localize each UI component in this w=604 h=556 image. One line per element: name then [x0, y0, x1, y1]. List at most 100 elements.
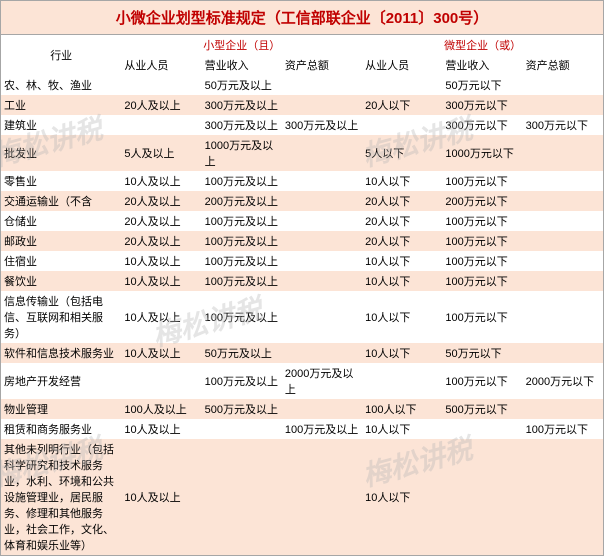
cell-value: 100万元以下 — [442, 171, 522, 191]
cell-value: 100万元及以上 — [202, 231, 282, 251]
cell-value: 300万元及以上 — [202, 95, 282, 115]
table-body: 农、林、牧、渔业50万元及以上50万元以下工业20人及以上300万元及以上20人… — [1, 75, 603, 555]
cell-value: 200万元及以上 — [202, 191, 282, 211]
cell-value: 100万元以下 — [442, 291, 522, 343]
cell-value — [121, 75, 201, 95]
table-row: 物业管理100人及以上500万元及以上 100人以下500万元以下 — [1, 399, 603, 419]
cell-industry: 物业管理 — [1, 399, 121, 419]
cell-value: 20人以下 — [362, 191, 442, 211]
cell-value: 100万元及以上 — [202, 291, 282, 343]
cell-value: 500万元以下 — [442, 399, 522, 419]
table-row: 信息传输业（包括电信、互联网和相关服务）10人及以上100万元及以上10人以下1… — [1, 291, 603, 343]
cell-value — [202, 439, 282, 555]
cell-value: 5人以下 — [362, 135, 442, 171]
cell-value: 20人及以上 — [121, 231, 201, 251]
cell-industry: 零售业 — [1, 171, 121, 191]
cell-value: 100万元以下 — [523, 419, 603, 439]
cell-value: 10人及以上 — [121, 439, 201, 555]
cell-value — [523, 135, 603, 171]
cell-industry: 房地产开发经营 — [1, 363, 121, 399]
table-row: 餐饮业10人及以上100万元及以上10人以下100万元以下 — [1, 271, 603, 291]
table-row: 批发业5人及以上1000万元及以上5人以下1000万元以下 — [1, 135, 603, 171]
header-sub: 营业收入 — [442, 55, 522, 75]
cell-value — [523, 191, 603, 211]
cell-value — [523, 231, 603, 251]
cell-value: 10人及以上 — [121, 271, 201, 291]
cell-value — [362, 363, 442, 399]
header-sub: 营业收入 — [202, 55, 282, 75]
cell-industry: 软件和信息技术服务业 — [1, 343, 121, 363]
cell-industry: 批发业 — [1, 135, 121, 171]
cell-value: 10人及以上 — [121, 251, 201, 271]
cell-value: 5人及以上 — [121, 135, 201, 171]
cell-value — [282, 191, 362, 211]
cell-value — [523, 75, 603, 95]
cell-value: 100人及以上 — [121, 399, 201, 419]
cell-value — [282, 211, 362, 231]
cell-value — [202, 419, 282, 439]
cell-value: 300万元以下 — [442, 95, 522, 115]
table-row: 房地产开发经营100万元及以上2000万元及以上100万元以下2000万元以下 — [1, 363, 603, 399]
cell-value: 2000万元以下 — [523, 363, 603, 399]
cell-value: 10人以下 — [362, 439, 442, 555]
cell-value: 100万元以下 — [442, 251, 522, 271]
header-small-group: 小型企业（且） — [121, 35, 362, 55]
header-micro-group: 微型企业（或） — [362, 35, 603, 55]
cell-value: 10人及以上 — [121, 419, 201, 439]
cell-value: 100人以下 — [362, 399, 442, 419]
cell-industry: 交通运输业（不含 — [1, 191, 121, 211]
table-row: 工业20人及以上300万元及以上20人以下300万元以下 — [1, 95, 603, 115]
cell-value: 100万元及以上 — [202, 171, 282, 191]
cell-value — [362, 75, 442, 95]
cell-value: 50万元及以上 — [202, 75, 282, 95]
cell-value: 20人及以上 — [121, 95, 201, 115]
cell-value: 20人以下 — [362, 95, 442, 115]
header-sub: 从业人员 — [362, 55, 442, 75]
cell-value: 20人及以上 — [121, 191, 201, 211]
table-row: 仓储业20人及以上100万元及以上20人以下100万元以下 — [1, 211, 603, 231]
cell-industry: 邮政业 — [1, 231, 121, 251]
cell-value — [282, 251, 362, 271]
cell-value — [282, 291, 362, 343]
cell-value: 500万元及以上 — [202, 399, 282, 419]
cell-industry: 建筑业 — [1, 115, 121, 135]
cell-value: 10人以下 — [362, 343, 442, 363]
cell-value — [523, 251, 603, 271]
cell-industry: 餐饮业 — [1, 271, 121, 291]
table-row: 交通运输业（不含20人及以上200万元及以上 20人以下200万元以下 — [1, 191, 603, 211]
cell-value: 100万元以下 — [442, 211, 522, 231]
cell-value — [362, 115, 442, 135]
cell-value — [282, 271, 362, 291]
cell-value: 10人以下 — [362, 291, 442, 343]
cell-value — [442, 439, 522, 555]
table-row: 租赁和商务服务业10人及以上100万元及以上10人以下100万元以下 — [1, 419, 603, 439]
cell-value — [121, 363, 201, 399]
cell-value: 20人及以上 — [121, 211, 201, 231]
cell-value: 100万元及以上 — [282, 419, 362, 439]
cell-value: 20人以下 — [362, 231, 442, 251]
cell-value: 10人及以上 — [121, 171, 201, 191]
cell-value: 10人以下 — [362, 271, 442, 291]
cell-value: 200万元以下 — [442, 191, 522, 211]
cell-value — [282, 399, 362, 419]
cell-value: 100万元及以上 — [202, 271, 282, 291]
cell-value — [282, 135, 362, 171]
header-sub: 资产总额 — [523, 55, 603, 75]
cell-value: 10人及以上 — [121, 291, 201, 343]
cell-value: 300万元以下 — [523, 115, 603, 135]
table-row: 农、林、牧、渔业50万元及以上50万元以下 — [1, 75, 603, 95]
cell-value — [282, 439, 362, 555]
table-row: 零售业10人及以上100万元及以上 10人以下100万元以下 — [1, 171, 603, 191]
cell-value: 2000万元及以上 — [282, 363, 362, 399]
cell-value: 10人以下 — [362, 171, 442, 191]
cell-value — [282, 171, 362, 191]
cell-value — [523, 271, 603, 291]
cell-value: 20人以下 — [362, 211, 442, 231]
table-header: 行业 小型企业（且） 微型企业（或） 从业人员 营业收入 资产总额 从业人员 营… — [1, 35, 603, 75]
header-sub: 资产总额 — [282, 55, 362, 75]
cell-value — [282, 95, 362, 115]
cell-value — [121, 115, 201, 135]
cell-value: 10人以下 — [362, 419, 442, 439]
table-row: 其他未列明行业（包括科学研究和技术服务业，水利、环境和公共设施管理业，居民服务、… — [1, 439, 603, 555]
cell-value: 300万元以下 — [442, 115, 522, 135]
